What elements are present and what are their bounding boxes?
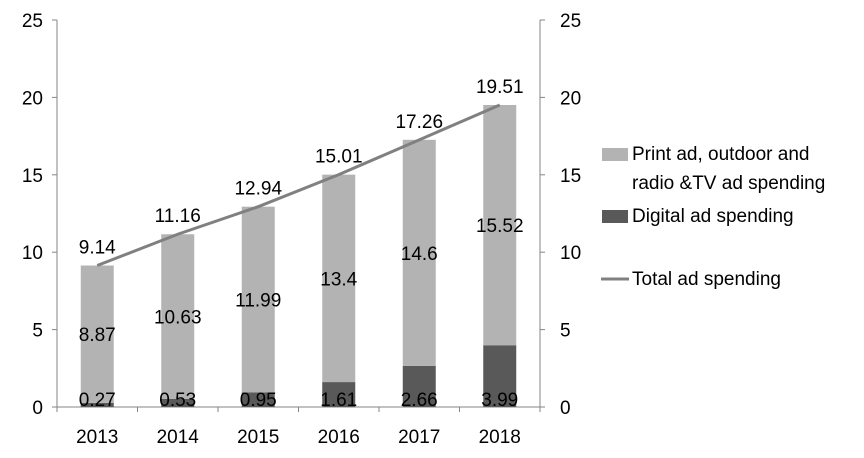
total-value-label: 15.01 bbox=[315, 147, 363, 168]
y-tick-label-right: 25 bbox=[560, 11, 581, 32]
total-value-label: 11.16 bbox=[155, 206, 201, 227]
bar-segment bbox=[402, 139, 436, 366]
total-line-group bbox=[96, 103, 501, 267]
print-value-label: 13.4 bbox=[320, 269, 357, 290]
data-labels: 0.27 0.53 0.95 1.61 2.66 3.99 8.87 10.63 11.99 13… bbox=[79, 77, 524, 411]
digital-value-label: 0.53 bbox=[159, 390, 196, 411]
total-value-label: 12.94 bbox=[234, 179, 282, 200]
y-tick-label-right: 0 bbox=[560, 398, 571, 419]
print-value-label: 14.6 bbox=[401, 244, 438, 265]
y-tick-label-right: 15 bbox=[560, 166, 581, 187]
x-tick-label: 2018 bbox=[479, 427, 521, 448]
digital-value-label: 3.99 bbox=[481, 390, 518, 411]
bar-segment bbox=[161, 234, 195, 399]
print-value-label: 10.63 bbox=[154, 308, 202, 329]
total-value-label: 9.14 bbox=[79, 238, 116, 259]
x-tick-label: 2014 bbox=[157, 427, 200, 448]
y-tick-label-left: 15 bbox=[22, 166, 43, 187]
legend-label: Digital ad spending bbox=[632, 206, 794, 227]
bar-segment bbox=[402, 365, 436, 407]
bar-segment bbox=[241, 392, 275, 407]
print-value-label: 15.52 bbox=[476, 216, 524, 237]
total-ad-spending-line bbox=[96, 103, 501, 267]
digital-value-label: 1.61 bbox=[320, 390, 357, 411]
bar-segment bbox=[80, 265, 114, 403]
y-tick-label-right: 10 bbox=[560, 243, 581, 264]
bar-segment bbox=[161, 398, 195, 407]
x-tick-label: 2013 bbox=[76, 427, 118, 448]
y-tick-label-left: 5 bbox=[32, 321, 43, 342]
x-tick-label: 2015 bbox=[237, 427, 279, 448]
y-tick-label-right: 5 bbox=[560, 321, 571, 342]
bar-segment bbox=[241, 206, 275, 393]
y-tick-label-left: 20 bbox=[22, 88, 43, 109]
print-value-label: 11.99 bbox=[235, 290, 281, 311]
bar-segment bbox=[80, 402, 114, 407]
y-tick-label-right: 20 bbox=[560, 88, 581, 109]
print-value-label: 8.87 bbox=[79, 325, 116, 346]
y-tick-label-left: 10 bbox=[22, 243, 43, 264]
x-tick-label: 2017 bbox=[398, 427, 440, 448]
total-value-label: 19.51 bbox=[476, 77, 524, 98]
bar-segment bbox=[483, 345, 517, 407]
digital-value-label: 0.95 bbox=[240, 390, 277, 411]
bar-segment bbox=[483, 104, 517, 346]
legend-swatch bbox=[602, 148, 628, 161]
legend-label: Total ad spending bbox=[632, 269, 781, 290]
bar-segment bbox=[322, 174, 356, 383]
legend-label: radio &TV ad spending bbox=[632, 173, 825, 194]
total-value-label: 17.26 bbox=[395, 112, 443, 133]
axes: 0 5 10 15 20 25 0 5 10 15 20 25 2013 2014 2015 2016 2017… bbox=[22, 11, 581, 448]
legend: Print ad, outdoor and radio &TV ad spendi… bbox=[601, 144, 825, 290]
legend-swatch bbox=[602, 210, 628, 223]
y-tick-label-left: 0 bbox=[32, 398, 43, 419]
bar-segment bbox=[322, 382, 356, 407]
digital-value-label: 2.66 bbox=[401, 390, 438, 411]
legend-label: Print ad, outdoor and bbox=[632, 144, 809, 165]
digital-value-label: 0.27 bbox=[79, 390, 116, 411]
x-tick-label: 2016 bbox=[318, 427, 360, 448]
y-tick-label-left: 25 bbox=[22, 11, 43, 32]
bars bbox=[80, 104, 517, 407]
